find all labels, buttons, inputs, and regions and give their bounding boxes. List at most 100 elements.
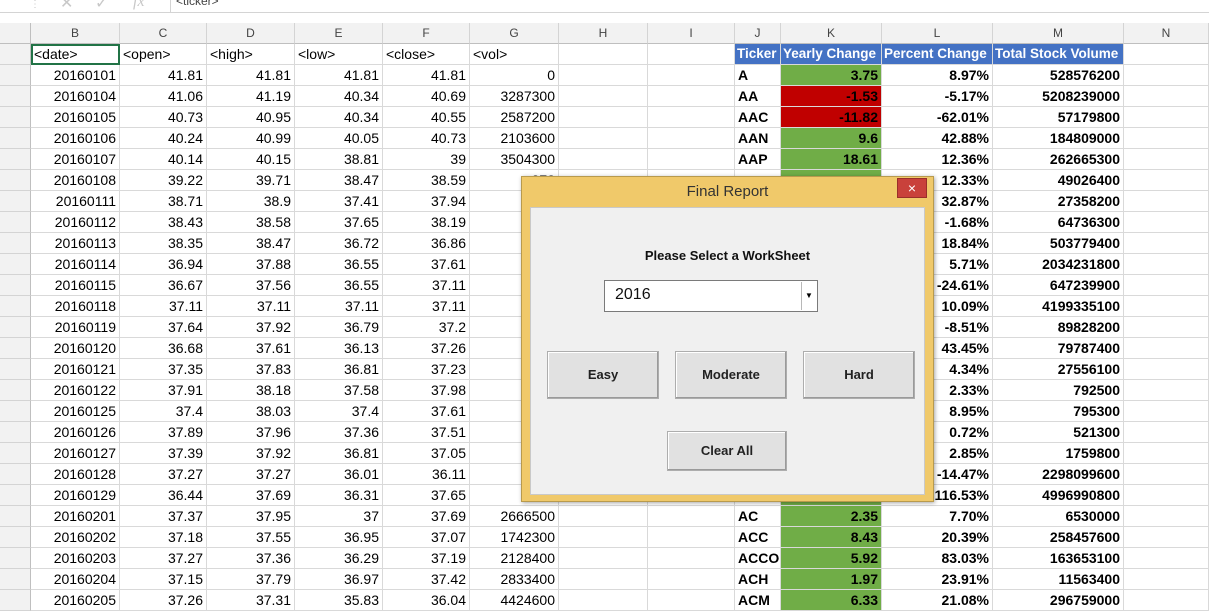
row-header[interactable] [0, 254, 31, 275]
row-header[interactable] [0, 317, 31, 338]
data-cell[interactable]: 37.4 [120, 401, 207, 422]
empty-cell[interactable] [1124, 233, 1209, 254]
data-cell[interactable]: 2128400 [470, 548, 559, 569]
moderate-button[interactable]: Moderate [675, 351, 787, 399]
empty-cell[interactable] [1124, 422, 1209, 443]
data-cell[interactable]: 40.99 [207, 128, 295, 149]
data-cell[interactable]: 40.55 [383, 107, 470, 128]
empty-cell[interactable] [1124, 296, 1209, 317]
data-cell[interactable]: 41.81 [207, 65, 295, 86]
percent-change-cell[interactable]: 18.84% [882, 233, 993, 254]
data-cell[interactable]: 37.51 [383, 422, 470, 443]
data-cell[interactable]: 20160118 [31, 296, 120, 317]
ticker-cell[interactable]: AAP [735, 149, 781, 170]
data-cell[interactable]: 2666500 [470, 506, 559, 527]
yearly-change-cell[interactable]: 8.43 [781, 527, 882, 548]
total-volume-cell[interactable]: 528576200 [993, 65, 1124, 86]
data-cell[interactable]: 39 [383, 149, 470, 170]
data-cell[interactable]: 20160127 [31, 443, 120, 464]
data-cell[interactable]: 20160113 [31, 233, 120, 254]
data-cell[interactable]: 20160112 [31, 212, 120, 233]
row-header[interactable] [0, 107, 31, 128]
data-cell[interactable]: 20160203 [31, 548, 120, 569]
data-column-header[interactable]: <open> [120, 44, 207, 65]
row-header[interactable] [0, 569, 31, 590]
data-cell[interactable]: 20160107 [31, 149, 120, 170]
data-cell[interactable]: 37.69 [207, 485, 295, 506]
row-header[interactable] [0, 296, 31, 317]
empty-cell[interactable] [1124, 128, 1209, 149]
empty-cell[interactable] [559, 149, 648, 170]
percent-change-cell[interactable]: 116.53% [882, 485, 993, 506]
percent-change-cell[interactable]: -1.68% [882, 212, 993, 233]
yearly-change-cell[interactable]: 6.33 [781, 590, 882, 611]
column-header-j[interactable]: J [735, 23, 781, 44]
data-cell[interactable]: 36.13 [295, 338, 383, 359]
empty-cell[interactable] [1124, 464, 1209, 485]
data-column-header[interactable]: <low> [295, 44, 383, 65]
row-header[interactable] [0, 128, 31, 149]
data-cell[interactable]: 37.61 [383, 401, 470, 422]
percent-change-cell[interactable]: 21.08% [882, 590, 993, 611]
total-volume-cell[interactable]: 6530000 [993, 506, 1124, 527]
row-header[interactable] [0, 443, 31, 464]
total-volume-cell[interactable]: 503779400 [993, 233, 1124, 254]
data-cell[interactable]: 20160121 [31, 359, 120, 380]
empty-cell[interactable] [648, 506, 735, 527]
total-volume-cell[interactable]: 27556100 [993, 359, 1124, 380]
yearly-change-cell[interactable]: -1.53 [781, 86, 882, 107]
empty-cell[interactable] [1124, 86, 1209, 107]
empty-cell[interactable] [1124, 191, 1209, 212]
total-volume-cell[interactable]: 64736300 [993, 212, 1124, 233]
data-cell[interactable]: 41.81 [120, 65, 207, 86]
yearly-change-cell[interactable]: 5.92 [781, 548, 882, 569]
empty-cell[interactable] [1124, 548, 1209, 569]
data-cell[interactable]: 20160111 [31, 191, 120, 212]
empty-cell[interactable] [1124, 401, 1209, 422]
empty-cell[interactable] [648, 569, 735, 590]
data-cell[interactable]: 36.04 [383, 590, 470, 611]
data-cell[interactable]: 37.27 [120, 548, 207, 569]
data-cell[interactable]: 40.95 [207, 107, 295, 128]
data-cell[interactable]: 37.92 [207, 317, 295, 338]
data-cell[interactable]: 37.91 [120, 380, 207, 401]
row-header[interactable] [0, 149, 31, 170]
data-cell[interactable]: 40.15 [207, 149, 295, 170]
row-header[interactable] [0, 548, 31, 569]
data-column-header[interactable]: <date> [31, 44, 120, 65]
empty-cell[interactable] [1124, 149, 1209, 170]
data-cell[interactable]: 36.81 [295, 359, 383, 380]
empty-cell[interactable] [648, 590, 735, 611]
data-cell[interactable]: 36.55 [295, 275, 383, 296]
data-cell[interactable]: 37.64 [120, 317, 207, 338]
data-cell[interactable]: 37 [295, 506, 383, 527]
empty-cell[interactable] [559, 527, 648, 548]
total-volume-cell[interactable]: 647239900 [993, 275, 1124, 296]
percent-change-cell[interactable]: -5.17% [882, 86, 993, 107]
data-cell[interactable]: 37.65 [383, 485, 470, 506]
percent-change-cell[interactable]: -8.51% [882, 317, 993, 338]
summary-header-percent-change[interactable]: Percent Change [882, 44, 993, 65]
total-volume-cell[interactable]: 792500 [993, 380, 1124, 401]
data-cell[interactable]: 40.34 [295, 107, 383, 128]
summary-header-yearly-change[interactable]: Yearly Change [781, 44, 882, 65]
data-cell[interactable]: 37.95 [207, 506, 295, 527]
yearly-change-cell[interactable]: 1.97 [781, 569, 882, 590]
cancel-icon[interactable]: ✕ [60, 0, 74, 12]
percent-change-cell[interactable]: 32.87% [882, 191, 993, 212]
empty-cell[interactable] [648, 149, 735, 170]
data-cell[interactable]: 36.97 [295, 569, 383, 590]
data-cell[interactable]: 37.94 [383, 191, 470, 212]
yearly-change-cell[interactable]: 2.35 [781, 506, 882, 527]
column-header-e[interactable]: E [295, 23, 383, 44]
data-cell[interactable]: 20160126 [31, 422, 120, 443]
empty-cell[interactable] [1124, 485, 1209, 506]
data-cell[interactable]: 37.27 [207, 464, 295, 485]
fx-icon[interactable]: fx [133, 0, 145, 10]
data-cell[interactable]: 37.65 [295, 212, 383, 233]
select-all-corner[interactable] [0, 23, 31, 44]
data-cell[interactable]: 36.44 [120, 485, 207, 506]
data-cell[interactable]: 37.36 [207, 548, 295, 569]
data-cell[interactable]: 36.29 [295, 548, 383, 569]
empty-cell[interactable] [1124, 569, 1209, 590]
